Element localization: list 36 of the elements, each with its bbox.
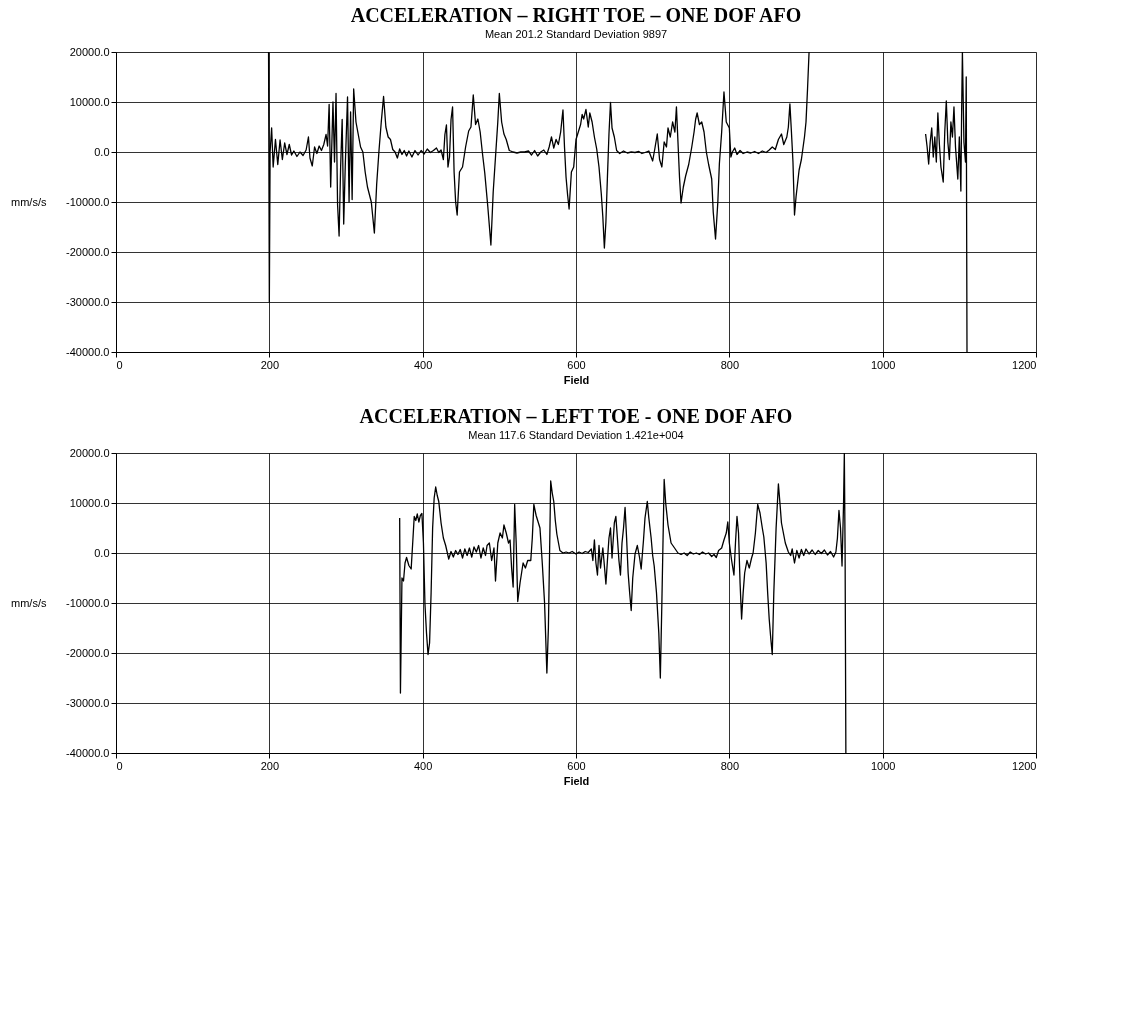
x-tick-label: 0 [116,358,123,371]
x-tick-label: 800 [720,358,740,371]
y-tick-label: 0.0 [94,145,110,158]
y-tick-label: 10000.0 [69,95,110,108]
x-tick-label: 600 [567,358,586,371]
y-tick-label: -30000.0 [66,696,110,709]
y-tick-label: 20000.0 [69,45,110,58]
x-tick-label: 400 [413,759,433,772]
chart-title: ACCELERATION – RIGHT TOE – ONE DOF AFO [350,4,802,26]
x-tick-label: 200 [260,358,280,371]
y-axis-title: mm/s/s [11,195,47,208]
y-tick-label: -30000.0 [66,295,110,308]
x-tick-label: 1200 [1012,358,1037,371]
y-tick-label: -40000.0 [66,345,110,358]
x-axis-title: Field [563,373,590,386]
x-tick-label: 1000 [870,759,896,772]
x-tick-label: 0 [116,759,123,772]
y-tick-label: 10000.0 [69,496,110,509]
y-axis-title: mm/s/s [11,596,47,609]
y-tick-label: -20000.0 [66,646,110,659]
y-tick-label: 20000.0 [69,446,110,459]
x-axis-title: Field [563,774,590,787]
x-tick-label: 800 [720,759,740,772]
chart-subtitle: Mean 201.2 Standard Deviation 9897 [484,28,668,40]
y-tick-label: -20000.0 [66,245,110,258]
x-tick-label: 400 [413,358,433,371]
x-tick-label: 1200 [1012,759,1037,772]
chart-title: ACCELERATION – LEFT TOE - ONE DOF AFO [359,405,793,427]
y-tick-label: -40000.0 [66,746,110,759]
x-tick-label: 600 [567,759,586,772]
chart-subtitle: Mean 117.6 Standard Deviation 1.421e+004 [468,429,684,441]
x-tick-label: 200 [260,759,280,772]
y-tick-label: -10000.0 [66,195,110,208]
y-tick-label: 0.0 [94,546,110,559]
y-tick-label: -10000.0 [66,596,110,609]
x-tick-label: 1000 [870,358,896,371]
